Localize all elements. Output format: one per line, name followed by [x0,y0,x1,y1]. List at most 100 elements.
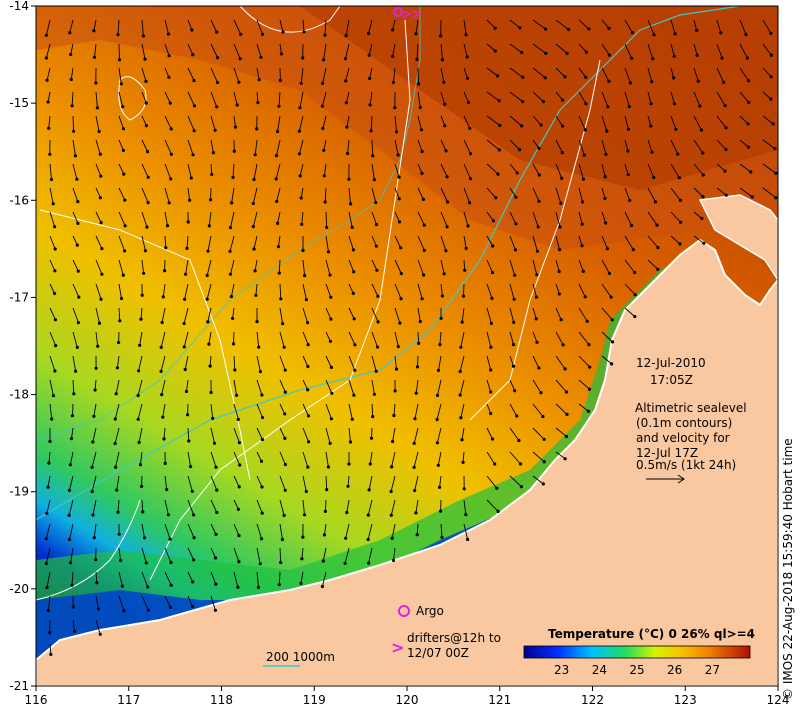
velocity-arrow-head [609,295,613,299]
velocity-arrow [371,355,377,372]
velocity-arrow-head [343,57,348,61]
velocity-arrow [72,259,79,272]
velocity-arrow-head [302,30,306,34]
scale-arrow-head [677,474,685,484]
velocity-arrow-head [166,32,171,36]
velocity-arrow-head [282,513,286,518]
velocity-arrow [509,235,516,251]
velocity-arrow [624,283,636,296]
velocity-arrow [463,115,471,129]
velocity-arrow [347,139,350,154]
velocity-arrow-head [584,102,588,106]
velocity-arrow-head [274,177,278,181]
velocity-arrow [391,523,396,539]
velocity-arrow [344,547,350,564]
velocity-arrow [302,403,309,417]
x-tick-label: 120 [396,693,419,707]
velocity-arrow-head [96,607,100,611]
velocity-arrow-head [651,57,655,61]
velocity-arrow-head [371,154,375,158]
velocity-arrow-head [120,584,124,588]
velocity-arrow [160,355,166,372]
velocity-arrow-head [139,317,143,321]
velocity-arrow-head [771,122,775,126]
velocity-arrow-head [115,366,119,370]
velocity-arrow-head [560,98,565,102]
velocity-arrow [70,43,74,55]
velocity-arrow [440,187,449,203]
velocity-arrow [486,427,493,440]
velocity-arrow [532,139,540,149]
velocity-arrow [323,43,327,60]
velocity-arrow [463,163,471,179]
velocity-arrow-head [537,366,541,370]
velocity-arrow-head [329,317,333,321]
velocity-arrow-head [520,50,524,55]
velocity-arrow [162,283,166,297]
velocity-arrow-head [118,319,122,323]
velocity-arrow-head [76,269,80,273]
velocity-arrow [415,19,419,34]
velocity-arrow-head [191,153,195,157]
velocity-arrow-head [121,148,125,152]
velocity-arrow-head [306,414,311,418]
velocity-arrow-head [351,248,355,252]
velocity-arrow [532,427,545,440]
velocity-arrow [46,571,51,588]
velocity-arrow [624,307,636,317]
velocity-arrow-head [304,298,308,302]
velocity-arrow-head [232,149,236,153]
velocity-arrow [95,187,101,198]
velocity-arrow-head [163,461,167,465]
velocity-arrow [302,19,305,32]
velocity-arrow-head [369,129,373,133]
velocity-arrow [486,91,500,102]
velocity-arrow-head [676,152,680,156]
velocity-arrow [463,187,471,203]
velocity-arrow-head [140,484,144,488]
velocity-arrow-head [724,126,728,130]
velocity-arrow-head [99,297,103,301]
velocity-arrow-head [253,269,257,273]
velocity-arrow [370,115,373,131]
velocity-arrow-head [210,172,214,177]
velocity-arrow-head [137,440,141,444]
velocity-arrow [210,403,214,419]
velocity-arrow [164,187,170,203]
velocity-arrow [210,547,216,559]
velocity-arrow-head [464,513,468,517]
velocity-arrow-head [656,245,660,250]
velocity-arrow-head [114,392,118,396]
velocity-arrow-head [168,101,172,105]
x-tick-label: 118 [210,693,233,707]
velocity-arrow-head [238,463,242,467]
velocity-arrow-head [542,460,546,464]
velocity-arrow-head [560,151,565,155]
velocity-arrow [115,451,120,468]
velocity-arrow [461,427,465,440]
velocity-arrow-head [744,33,748,37]
velocity-arrow-head [466,537,470,542]
velocity-arrow-head [580,222,584,226]
velocity-arrow-head [146,608,150,612]
velocity-arrow-head [746,122,750,126]
velocity-arrow [555,451,566,460]
velocity-arrow [118,43,120,60]
velocity-arrow-head [394,130,399,134]
velocity-arrow-head [213,128,217,132]
velocity-arrow-head [100,272,104,276]
velocity-arrow [276,187,281,202]
velocity-arrow-head [236,507,240,511]
velocity-arrow [555,163,563,179]
velocity-arrow [601,19,610,29]
velocity-arrow [416,523,419,535]
velocity-arrow-head [71,605,75,609]
velocity-arrow-head [418,319,422,324]
velocity-arrow [439,331,442,345]
velocity-arrow [187,451,192,467]
velocity-arrow-head [701,151,705,155]
velocity-arrow [670,91,675,104]
velocity-arrow [368,43,373,56]
velocity-arrow-head [537,199,541,203]
